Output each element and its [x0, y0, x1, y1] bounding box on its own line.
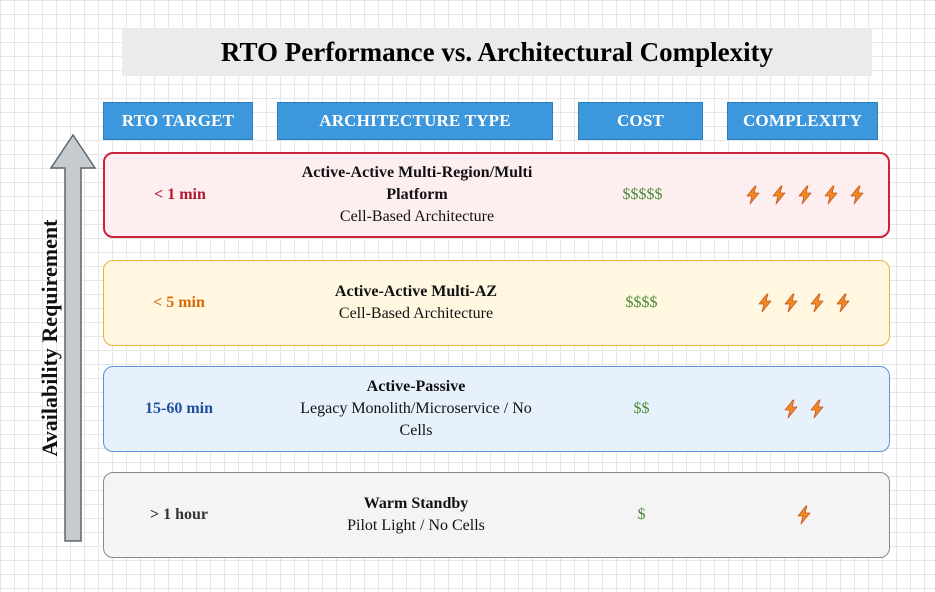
tier-row-3: 15-60 min Active-Passive Legacy Monolith…	[103, 366, 890, 452]
architecture-sub: Legacy Monolith/Microservice / No	[300, 400, 532, 417]
rto-target: 15-60 min	[145, 400, 213, 417]
architecture-main: Active-Active Multi-Region/Multi	[301, 164, 533, 181]
lightning-bolt-icon	[784, 293, 798, 313]
header-cost: COST	[578, 102, 703, 140]
architecture-main: Warm Standby	[363, 495, 469, 512]
rto-target: < 1 min	[154, 186, 206, 203]
lightning-bolt-icon	[772, 185, 786, 205]
rto-target: > 1 hour	[149, 506, 208, 523]
header-architecture-type: ARCHITECTURE TYPE	[277, 102, 553, 140]
architecture-sub-cont: Cells	[399, 422, 433, 439]
cost-value: $$$$$	[622, 186, 663, 203]
architecture-cell: Active-Active Multi-Region/Multi Platfor…	[277, 154, 557, 236]
tier-row-4: > 1 hour Warm Standby Pilot Light / No C…	[103, 472, 890, 558]
cost-value: $$	[633, 400, 650, 417]
lightning-bolt-icon	[784, 399, 798, 419]
tier-row-1: < 1 min Active-Active Multi-Region/Multi…	[103, 152, 890, 238]
architecture-cell: Active-Active Multi-AZ Cell-Based Archit…	[276, 261, 556, 345]
rto-target: < 5 min	[153, 294, 205, 311]
lightning-bolt-icon	[810, 293, 824, 313]
tier-row-2: < 5 min Active-Active Multi-AZ Cell-Base…	[103, 260, 890, 346]
architecture-sub: Cell-Based Architecture	[339, 208, 495, 225]
lightning-bolt-icon	[746, 185, 760, 205]
complexity-rating	[730, 154, 880, 236]
page-title: RTO Performance vs. Architectural Comple…	[122, 28, 872, 76]
architecture-sub: Cell-Based Architecture	[338, 305, 494, 322]
lightning-bolt-icon	[836, 293, 850, 313]
architecture-sub: Pilot Light / No Cells	[347, 517, 485, 534]
architecture-cell: Active-Passive Legacy Monolith/Microserv…	[276, 367, 556, 451]
complexity-rating	[729, 473, 879, 557]
architecture-cell: Warm Standby Pilot Light / No Cells	[276, 473, 556, 557]
architecture-main: Active-Active Multi-AZ	[334, 283, 498, 300]
header-complexity: COMPLEXITY	[727, 102, 878, 140]
architecture-main-cont: Platform	[386, 186, 448, 203]
lightning-bolt-icon	[797, 505, 811, 525]
architecture-main: Active-Passive	[366, 378, 466, 395]
lightning-bolt-icon	[824, 185, 838, 205]
lightning-bolt-icon	[810, 399, 824, 419]
up-arrow-icon	[49, 134, 97, 542]
lightning-bolt-icon	[798, 185, 812, 205]
cost-value: $$$$	[625, 294, 658, 311]
axis-label-text: Availability Requirement	[37, 219, 62, 457]
lightning-bolt-icon	[850, 185, 864, 205]
lightning-bolt-icon	[758, 293, 772, 313]
complexity-rating	[729, 261, 879, 345]
cost-value: $	[637, 506, 646, 523]
complexity-rating	[729, 367, 879, 451]
header-rto-target: RTO TARGET	[103, 102, 253, 140]
